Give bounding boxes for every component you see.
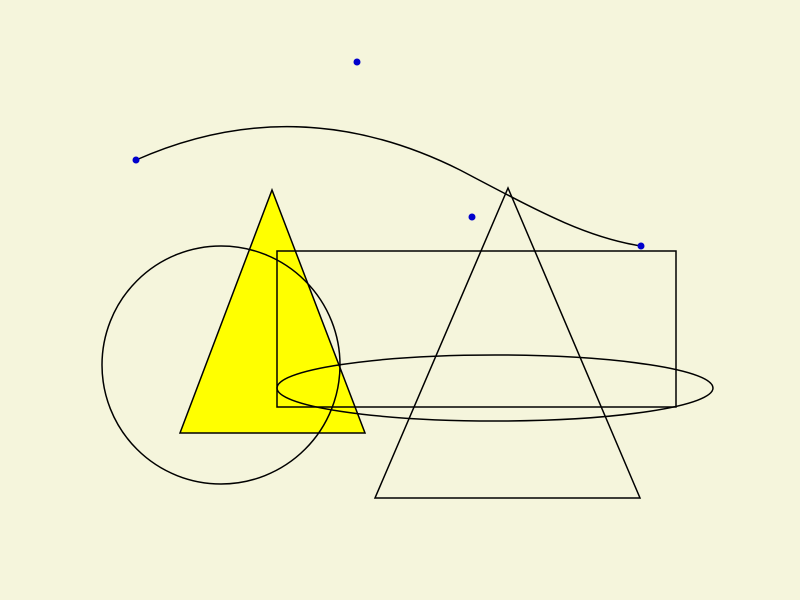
control-point-end[interactable] [637,242,645,250]
outline-ellipse [276,354,714,422]
control-point-2[interactable] [468,213,476,221]
control-point-1[interactable] [353,58,361,66]
outline-rectangle [276,250,677,408]
control-point-start[interactable] [132,156,140,164]
outline-triangle [373,186,642,499]
filled-triangle [178,187,367,434]
bezier-curve [135,125,642,247]
